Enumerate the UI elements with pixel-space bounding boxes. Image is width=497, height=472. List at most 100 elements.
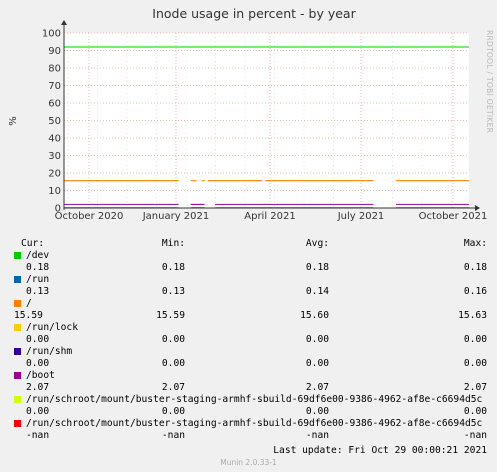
legend-series-name-row: /run/shm — [0, 346, 497, 358]
legend-value-avg: 15.60 — [300, 310, 329, 321]
legend-value-max: 0.00 — [463, 358, 487, 369]
legend-value-min: 15.59 — [156, 310, 185, 321]
legend-values-row: 15.59 15.59 15.60 15.63 — [0, 310, 497, 322]
legend-value-max: 2.07 — [463, 382, 487, 393]
legend-values-row: 2.07 2.07 2.07 2.07 — [0, 382, 497, 394]
legend-series-name-row: /run/lock — [0, 322, 497, 334]
x-tick-label: April 2021 — [244, 211, 295, 222]
legend-value-max: 0.00 — [463, 406, 487, 417]
legend-values-row: 0.00 0.00 0.00 0.00 — [0, 334, 497, 346]
legend-value-max: 15.63 — [458, 310, 487, 321]
legend-series-name: /run/schroot/mount/buster-staging-armhf-… — [26, 394, 483, 405]
legend-value-avg: 0.18 — [305, 262, 329, 273]
legend-value-cur: 0.13 — [26, 286, 50, 297]
legend-value-avg: -nan — [305, 430, 329, 441]
legend-swatch — [14, 348, 21, 355]
legend-values-row: -nan -nan -nan -nan — [0, 430, 497, 442]
header-max: Max: — [463, 238, 487, 249]
y-tick-label: 30 — [48, 151, 61, 162]
legend-swatch — [14, 252, 21, 259]
last-update: Last update: Fri Oct 29 00:00:21 2021 — [0, 445, 497, 456]
y-tick-label: 0 — [55, 204, 61, 215]
chart-svg: Inode usage in percent - by year % 0 10 20… — [8, 6, 487, 222]
legend-series-name: /run — [26, 274, 50, 285]
header-avg: Avg: — [305, 238, 329, 249]
y-tick-label: 90 — [48, 46, 61, 57]
y-tick-label: 80 — [48, 64, 61, 75]
legend-value-avg: 0.14 — [305, 286, 329, 297]
legend-value-cur: 2.07 — [26, 382, 50, 393]
legend-series-name-row: /boot — [0, 370, 497, 382]
legend-swatch — [14, 372, 21, 379]
legend: Cur: Min: Avg: Max: /dev 0.18 0.18 0.18 0.18… — [0, 238, 497, 442]
legend-value-avg: 0.00 — [305, 406, 329, 417]
legend-value-max: -nan — [463, 430, 487, 441]
legend-series-name-row: /run/schroot/mount/buster-staging-armhf-… — [0, 394, 497, 406]
legend-series-name: /run/lock — [26, 322, 78, 333]
y-tick-label: 50 — [48, 116, 61, 127]
legend-value-min: 0.00 — [161, 358, 185, 369]
axes: 0 10 20 30 40 50 60 70 80 90 100 October 2020 Januar… — [42, 20, 487, 222]
header-cur: Cur: — [21, 238, 45, 249]
legend-value-min: 0.13 — [161, 286, 185, 297]
legend-series-name: /dev — [26, 250, 50, 261]
plot-area — [64, 33, 469, 208]
legend-series-name-row: /dev — [0, 250, 497, 262]
legend-value-min: -nan — [161, 430, 185, 441]
legend-value-avg: 0.00 — [305, 358, 329, 369]
legend-swatch — [14, 324, 21, 331]
x-axis-arrow — [475, 205, 480, 211]
legend-series-name-row: / — [0, 298, 497, 310]
y-axis-arrow — [61, 20, 67, 25]
legend-value-cur: 0.00 — [26, 406, 50, 417]
legend-rows: /dev 0.18 0.18 0.18 0.18/run 0.13 0.13 0.14 0.16… — [0, 250, 497, 442]
legend-value-cur: 0.18 — [26, 262, 50, 273]
legend-swatch — [14, 420, 21, 427]
x-tick-label: January 2021 — [142, 211, 210, 222]
legend-value-min: 2.07 — [161, 382, 185, 393]
legend-swatch — [14, 396, 21, 403]
legend-series-name-row: /run/schroot/mount/buster-staging-armhf-… — [0, 418, 497, 430]
legend-value-cur: 0.00 — [26, 358, 50, 369]
legend-series-name: /run/schroot/mount/buster-staging-armhf-… — [26, 418, 483, 429]
legend-value-avg: 0.00 — [305, 334, 329, 345]
legend-values-row: 0.00 0.00 0.00 0.00 — [0, 358, 497, 370]
last-update-text: Last update: Fri Oct 29 00:00:21 2021 — [273, 445, 487, 456]
y-tick-label: 10 — [48, 186, 61, 197]
legend-value-min: 0.00 — [161, 334, 185, 345]
legend-series-name: /run/shm — [26, 346, 73, 357]
x-tick-label: October 2021 — [419, 211, 488, 222]
legend-series-name: / — [26, 298, 32, 309]
legend-value-min: 0.00 — [161, 406, 185, 417]
legend-series-name-row: /run — [0, 274, 497, 286]
legend-values-row: 0.00 0.00 0.00 0.00 — [0, 406, 497, 418]
legend-values-row: 0.13 0.13 0.14 0.16 — [0, 286, 497, 298]
legend-value-max: 0.16 — [463, 286, 487, 297]
legend-header: Cur: Min: Avg: Max: — [0, 238, 497, 250]
header-min: Min: — [161, 238, 185, 249]
legend-value-cur: 15.59 — [14, 310, 43, 321]
rrdtool-watermark: RRDTOOL / TOBI OETIKER — [485, 30, 494, 134]
y-tick-label: 100 — [42, 29, 61, 40]
legend-value-max: 0.00 — [463, 334, 487, 345]
y-tick-label: 20 — [48, 169, 61, 180]
legend-values-row: 0.18 0.18 0.18 0.18 — [0, 262, 497, 274]
legend-value-max: 0.18 — [463, 262, 487, 273]
legend-value-cur: 0.00 — [26, 334, 50, 345]
legend-value-avg: 2.07 — [305, 382, 329, 393]
y-tick-label: 40 — [48, 134, 61, 145]
x-tick-label: October 2020 — [55, 211, 124, 222]
y-tick-label: 60 — [48, 99, 61, 110]
legend-value-min: 0.18 — [161, 262, 185, 273]
legend-value-cur: -nan — [26, 430, 50, 441]
x-tick-label: July 2021 — [337, 211, 385, 222]
y-tick-label: 70 — [48, 81, 61, 92]
munin-version: Munin 2.0.33-1 — [220, 458, 277, 467]
y-axis-label: % — [8, 116, 19, 126]
legend-swatch — [14, 300, 21, 307]
legend-series-name: /boot — [26, 370, 55, 381]
chart-title: Inode usage in percent - by year — [152, 6, 356, 21]
grid — [64, 32, 469, 208]
legend-swatch — [14, 276, 21, 283]
